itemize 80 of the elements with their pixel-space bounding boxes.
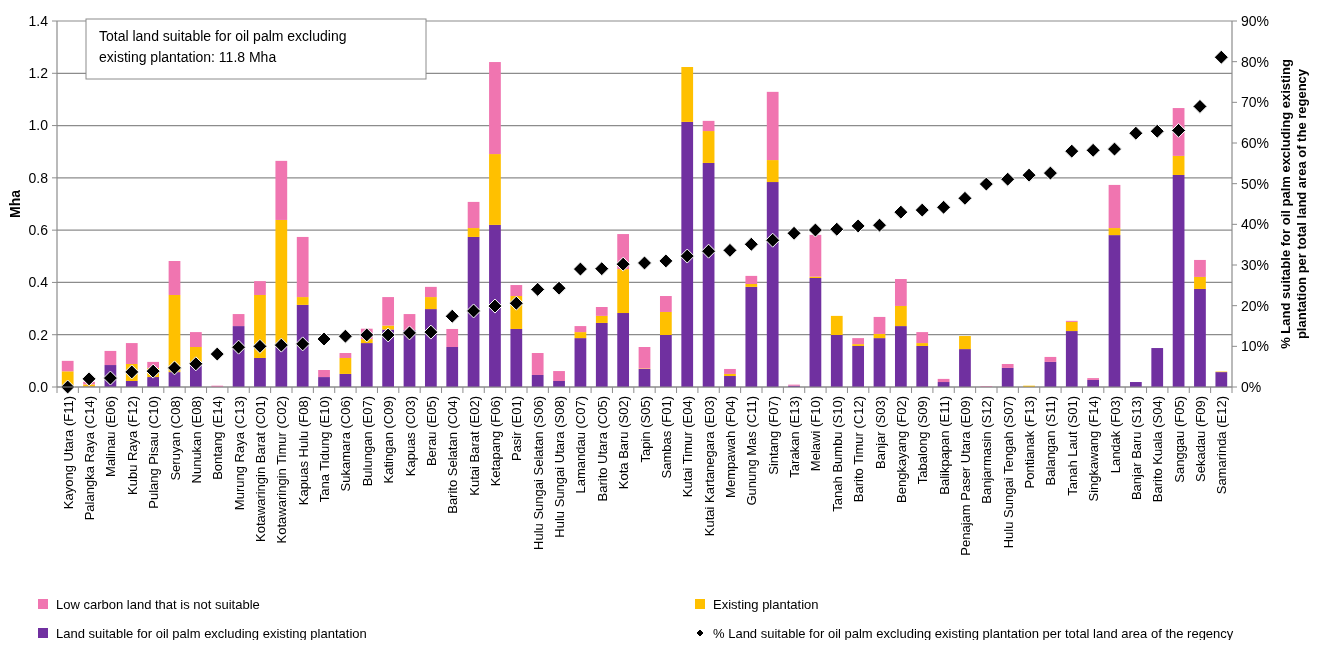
x-tick-label: Tanah Bumbu (S10) [829,396,845,512]
legend-label: Existing plantation [713,596,819,612]
x-tick-label: Kutai Kartanegara (E03) [701,396,717,537]
y2-tick-label: 70% [1241,94,1270,111]
x-tick-label: Barito Selatan (C04) [445,396,461,514]
x-tick-label: Banjar (S03) [872,396,888,469]
x-tick-label: Gunung Mas (C11) [744,396,760,506]
y2-tick-label: 60% [1241,134,1270,151]
x-tick-label: Bontang (E14) [210,396,226,480]
x-tick-label: Tana Tidung (E10) [317,396,333,503]
x-tick-label: Lamandau (C07) [573,396,589,494]
y2-tick-label: 40% [1241,216,1270,233]
x-tick-label: Banjar Baru (S13) [1128,396,1144,501]
y-tick-label: 0.6 [28,222,49,239]
y2-tick-label: 30% [1241,256,1270,273]
x-tick-label: Balangan (S11) [1043,396,1059,486]
y-tick-label: 1.2 [28,65,49,82]
x-tick-label: Kutai Timur (E04) [680,396,696,498]
x-tick-label: Hulu Sungai Tengah (S07) [1000,396,1016,549]
x-tick-label: Landak (F03) [1107,396,1123,474]
x-tick-label: Pulang Pisau (C10) [146,396,162,509]
x-tick-label: Barito Kuala (S04) [1150,396,1166,503]
legend-label: Land suitable for oil palm excluding existing plantation [56,625,367,641]
x-tick-label: Kotawaringin Timur (C02) [274,396,290,544]
legend-label: Low carbon land that is not suitable [56,596,260,612]
x-tick-label: Hulu Sungai Utara (S08) [552,396,568,538]
y-tick-label: 1.0 [28,117,49,134]
x-tick-label: Kutai Barat (E02) [466,396,482,496]
x-tick-label: Barito Timur (C12) [851,396,867,503]
x-tick-label: Tarakan (E13) [787,396,803,478]
x-tick-label: Sukamara (C06) [338,396,354,492]
x-tick-label: Sambas (F01) [658,396,674,479]
y-tick-label: 0.0 [28,378,49,395]
x-tick-label: Palangka Raya (C14) [82,396,98,521]
x-tick-label: Sanggau (F05) [1171,396,1187,483]
x-tick-label: Bengkayang (F02) [893,396,909,503]
y2-axis-title: % Land suitable for oil palm excluding existing plantation per total land area of the regency [1278,59,1309,349]
x-tick-label: Barito Utara (C05) [594,396,610,502]
x-tick-label: Kapuas Hulu (F08) [295,396,311,506]
x-tick-label: Pasir (E01) [509,396,525,462]
x-tick-label: Kubu Raya (F12) [124,396,140,495]
x-tick-label: Penajam Paser Utara (E09) [957,396,973,556]
x-tick-label: Kota Baru (S02) [616,396,632,490]
y-axis-title: Mha [7,189,23,218]
x-tick-label: Mempawah (F04) [722,396,738,498]
x-tick-label: Sintang (F07) [765,396,781,475]
x-tick-label: Kapuas (C03) [402,396,418,477]
x-tick-label: Pontianak (F13) [1022,396,1038,489]
x-tick-label: Kotawaringin Barat (C01) [252,396,268,542]
x-tick-label: Bulungan (E07) [359,396,375,487]
y2-tick-label: 20% [1241,297,1270,314]
y-tick-label: 0.4 [28,274,49,291]
x-tick-label: Balikpapan (E11) [936,396,952,495]
x-tick-label: Sekadau (F09) [1192,396,1208,482]
y2-tick-label: 90% [1241,12,1270,29]
legend-label: % Land suitable for oil palm excluding existing plantation per total land area of the regency [713,625,1234,641]
x-tick-label: Seruyan (C08) [167,396,183,481]
y-tick-label: 0.8 [28,169,49,186]
y2-tick-label: 10% [1241,338,1270,355]
y2-tick-label: 0% [1241,378,1262,395]
x-tick-label: Katingan (C09) [381,396,397,484]
x-tick-label: Melawi (F10) [808,396,824,472]
x-tick-label: Nunukan (E08) [188,396,204,484]
x-tick-label: Samarinda (E12) [1214,396,1230,495]
x-tick-label: Berau (E05) [423,396,439,467]
y2-tick-label: 50% [1241,175,1270,192]
x-tick-label: Tapin (S05) [637,396,653,463]
x-tick-label: Malinau (E06) [103,396,119,477]
x-tick-label: Murung Raya (C13) [231,396,247,511]
x-tick-label: Tabalong (S09) [915,396,931,485]
x-tick-label: Banjarmasin (S12) [979,396,995,504]
x-tick-label: Kayong Utara (F11) [60,396,76,510]
x-tick-label: Singkawang (F14) [1086,396,1102,502]
annotation: Total land suitable for oil palm excluding existing plantation: 11.8 Mha [99,28,347,65]
y-tick-label: 0.2 [28,326,49,343]
x-tick-label: Tanah Laut (S01) [1064,396,1080,496]
y2-tick-label: 80% [1241,53,1270,70]
y-tick-label: 1.4 [28,12,49,29]
x-tick-label: Ketapang (F06) [487,396,503,487]
x-tick-label: Hulu Sungai Selatan (S06) [530,396,546,550]
